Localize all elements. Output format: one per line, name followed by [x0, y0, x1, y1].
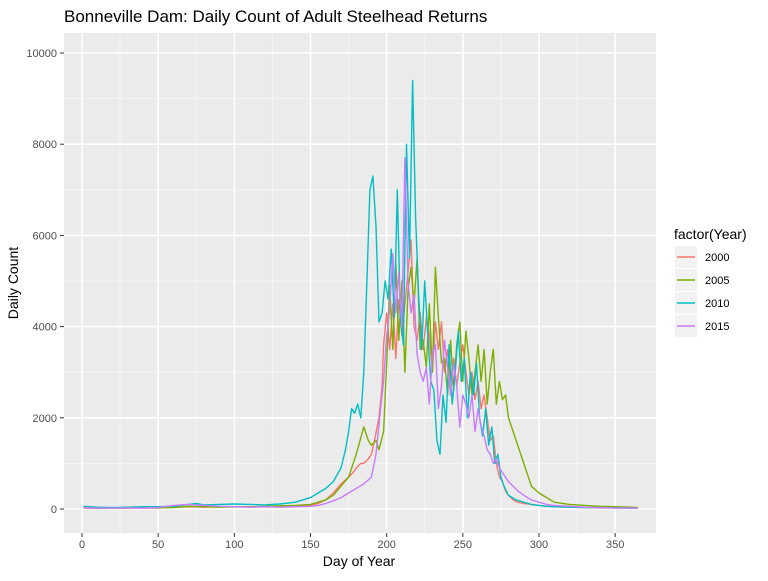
y-tick-label: 0 [51, 504, 57, 516]
legend: factor(Year) 2000 2005 2010 2015 [674, 226, 747, 337]
major-gridlines [64, 33, 656, 533]
x-axis-label: Day of Year [323, 553, 396, 569]
legend-title: factor(Year) [674, 226, 747, 242]
legend-label-2000: 2000 [705, 252, 729, 264]
y-tick-label: 6000 [33, 230, 57, 242]
x-tick-label: 300 [530, 539, 548, 551]
x-tick-label: 350 [606, 539, 624, 551]
x-axis: 0 50 100 150 200 250 300 350 [79, 533, 624, 551]
x-tick-label: 150 [301, 539, 319, 551]
series-line-2005 [83, 257, 639, 509]
x-tick-label: 250 [454, 539, 472, 551]
y-tick-label: 2000 [33, 413, 57, 425]
legend-label-2010: 2010 [705, 298, 729, 310]
y-tick-label: 8000 [33, 139, 57, 151]
legend-label-2005: 2005 [705, 275, 729, 287]
plot-panel [64, 33, 656, 533]
y-axis-label: Daily Count [5, 247, 21, 319]
y-axis: 0 2000 4000 6000 8000 10000 [26, 48, 64, 516]
x-tick-label: 200 [377, 539, 395, 551]
y-tick-label: 10000 [26, 48, 57, 60]
chart-title: Bonneville Dam: Daily Count of Adult Ste… [64, 7, 487, 26]
legend-label-2015: 2015 [705, 321, 729, 333]
x-tick-label: 100 [225, 539, 243, 551]
series-lines [83, 79, 639, 509]
x-tick-label: 50 [152, 539, 164, 551]
series-line-2015 [83, 157, 638, 509]
y-tick-label: 4000 [33, 322, 57, 334]
x-tick-label: 0 [79, 539, 85, 551]
